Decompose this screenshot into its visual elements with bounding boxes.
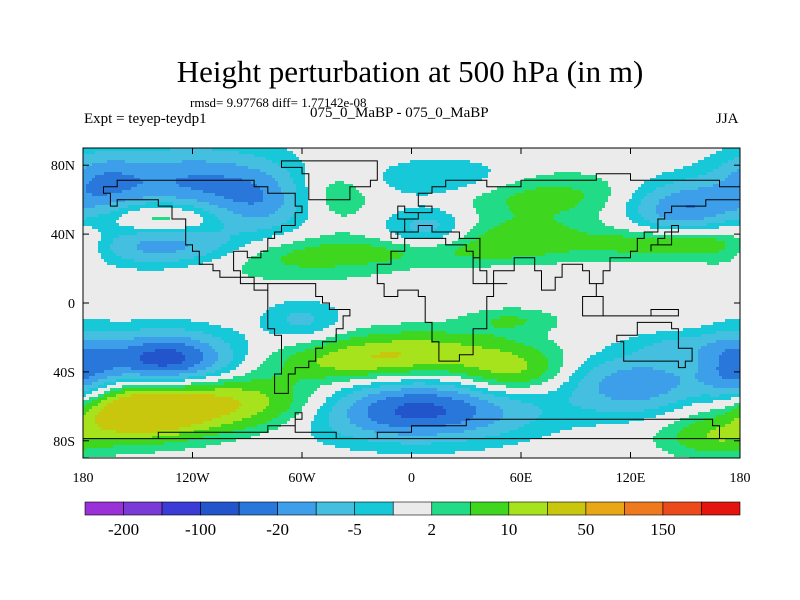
x-tick-label: 60W — [288, 471, 316, 486]
colorbar-swatch — [624, 501, 664, 516]
colorbar-swatch — [238, 501, 278, 516]
colorbar-label: 150 — [650, 520, 676, 539]
colorbar-label: 50 — [577, 520, 594, 539]
colorbar-swatch — [431, 501, 471, 516]
y-tick-label: 40S — [53, 366, 75, 381]
x-tick-label: 180 — [73, 471, 94, 486]
colorbar-swatch — [585, 501, 625, 516]
height-field — [83, 148, 741, 459]
colorbar-swatch — [508, 501, 548, 516]
y-tick-label: 80S — [53, 435, 75, 450]
coastline-outline — [83, 160, 741, 440]
case-label: 075_0_MaBP - 075_0_MaBP — [310, 105, 489, 122]
colorbar-swatch — [701, 501, 741, 516]
colorbar-swatch — [662, 501, 702, 516]
chart-subtitle: rmsd= 9.97768 diff= 1.77142e-08 — [190, 95, 367, 111]
colorbar-swatch — [469, 501, 510, 516]
colorbar-label: -5 — [348, 520, 362, 539]
x-tick-label: 60E — [510, 471, 533, 486]
chart-title: Height perturbation at 500 hPa (in m) — [0, 54, 800, 90]
colorbar-label: -20 — [266, 520, 289, 539]
colorbar-swatch — [392, 501, 433, 516]
y-tick-label: 0 — [68, 297, 75, 312]
colorbar-swatch — [547, 501, 587, 516]
colorbar-label: 10 — [500, 520, 517, 539]
x-tick-label: 180 — [730, 471, 751, 486]
colorbar: -200 -100 -20 -5 2 10 50 150 — [84, 501, 741, 539]
colorbar-swatch — [354, 501, 394, 516]
y-tick-label: 40N — [51, 228, 75, 243]
colorbar-swatch — [277, 501, 317, 516]
x-tick-label: 120W — [175, 471, 210, 486]
season-label: JJA — [716, 111, 739, 128]
colorbar-swatch — [315, 501, 356, 516]
axes: 180 120W 60W 0 60E 120E 180 80N 40N 0 40S 80S — [51, 148, 751, 486]
colorbar-swatch — [161, 501, 201, 516]
y-tick-label: 80N — [51, 159, 75, 174]
x-tick-label: 0 — [408, 471, 415, 486]
colorbar-label: 2 — [428, 520, 437, 539]
experiment-label: Expt = teyep-teydp1 — [84, 111, 207, 128]
colorbar-label: -200 — [108, 520, 139, 539]
colorbar-swatch — [200, 501, 240, 516]
x-tick-label: 120E — [616, 471, 646, 486]
colorbar-swatch — [123, 501, 163, 516]
colorbar-label: -100 — [185, 520, 216, 539]
colorbar-swatch — [84, 501, 124, 516]
